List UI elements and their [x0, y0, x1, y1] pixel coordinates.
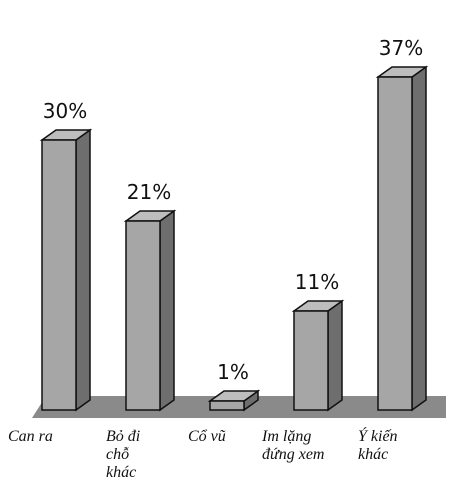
category-label-line: Ý kiến	[358, 428, 398, 445]
bar-2	[207, 389, 261, 412]
bar-side-face	[411, 65, 427, 412]
category-label-line: chỗ	[106, 446, 130, 463]
bar-4	[375, 65, 429, 412]
category-label-line: khác	[106, 464, 137, 481]
bar-front-face	[377, 76, 413, 411]
data-label: 30%	[43, 99, 87, 123]
category-label-line: Cổ vũ	[188, 428, 226, 445]
category-label: Bỏ đi chỗ khác	[106, 428, 186, 482]
bar-front-face	[209, 400, 245, 411]
bar-front-face	[125, 220, 161, 411]
bar-0	[39, 128, 93, 412]
category-label: Cổ vũ	[188, 428, 268, 446]
bar-side-face	[159, 209, 175, 412]
data-label: 1%	[217, 360, 249, 384]
category-label: Im lặng đứng xem	[262, 428, 342, 464]
data-label: 11%	[295, 270, 339, 294]
category-label-line: Can ra	[8, 428, 53, 445]
category-label-line: Bỏ đi	[106, 428, 141, 445]
bar-1	[123, 209, 177, 412]
bar-side-face	[327, 299, 343, 412]
bar-front-face	[41, 139, 77, 411]
data-label: 37%	[379, 36, 423, 60]
category-label: Can ra	[8, 428, 88, 446]
data-label: 21%	[127, 180, 171, 204]
category-label-line: đứng xem	[262, 446, 325, 463]
category-label-line: khác	[358, 446, 389, 463]
bar-front-face	[293, 310, 329, 411]
bar-side-face	[75, 128, 91, 412]
category-label-line: Im lặng	[262, 428, 312, 445]
category-label: Ý kiến khác	[358, 428, 438, 464]
bar-3	[291, 299, 345, 412]
